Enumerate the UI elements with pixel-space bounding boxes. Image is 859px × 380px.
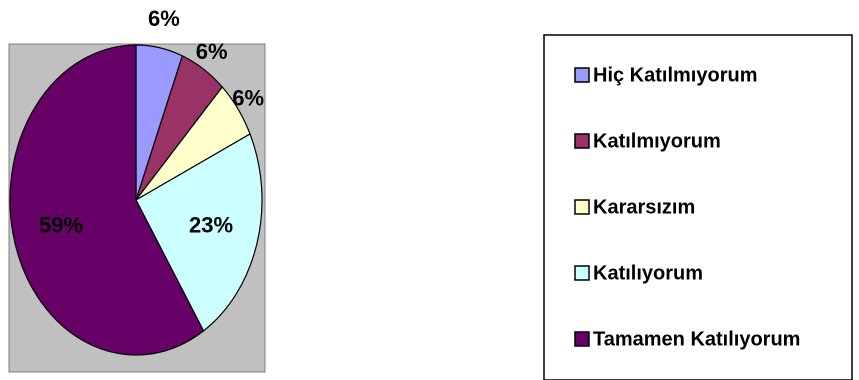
legend-box [543, 34, 853, 380]
data-label-1: 6% [148, 6, 180, 31]
pie-slice-4 [135, 133, 263, 332]
legend-label-4: Katılıyorum [593, 262, 703, 284]
legend-label-1: Hiç Katılmıyorum [593, 64, 757, 86]
pie-slice-5 [9, 44, 205, 356]
data-label-2: 6% [196, 39, 228, 64]
legend: Hiç Katılmıyorum Katılmıyorum Kararsızım Ka… [574, 64, 800, 350]
data-label-4: 23% [189, 213, 233, 238]
legend-swatch-1 [574, 67, 590, 83]
legend-label-3: Kararsızım [593, 196, 695, 218]
legend-swatch-5 [574, 331, 590, 347]
pie-data-labels: 6%6%6%23%59% [39, 6, 264, 237]
data-label-3: 6% [232, 86, 264, 111]
legend-swatch-3 [574, 199, 590, 215]
data-label-5: 59% [39, 213, 83, 238]
legend-swatch-4 [574, 265, 590, 281]
legend-swatch-2 [574, 133, 590, 149]
pie-slices [9, 44, 263, 356]
legend-label-5: Tamamen Katılıyorum [593, 328, 800, 350]
legend-label-2: Katılmıyorum [593, 130, 721, 152]
